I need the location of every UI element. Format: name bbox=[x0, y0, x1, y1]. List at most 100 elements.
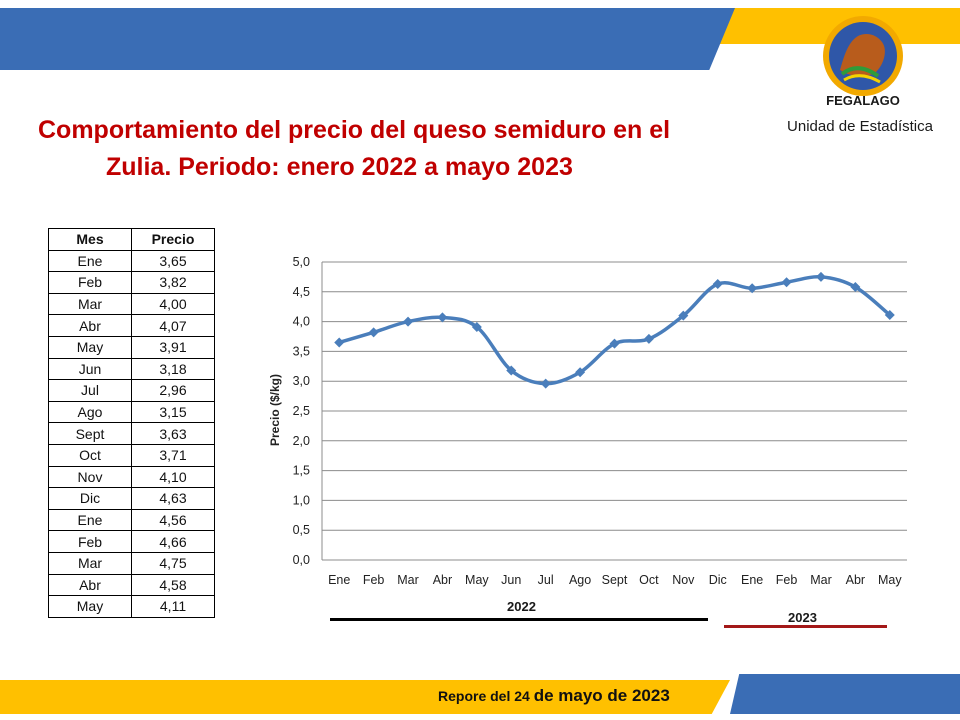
month-cell: Feb bbox=[48, 271, 132, 294]
month-cell: Mar bbox=[48, 292, 132, 316]
x-tick-label: Nov bbox=[672, 573, 695, 587]
table-row: Nov 4,10 bbox=[48, 465, 215, 489]
y-tick-label: 5,0 bbox=[293, 255, 310, 269]
data-point bbox=[712, 279, 723, 290]
price-cell: 4,56 bbox=[131, 508, 215, 532]
x-tick-label: Ene bbox=[328, 573, 350, 587]
data-point bbox=[403, 316, 414, 327]
table-row: Sept 3,63 bbox=[48, 422, 215, 445]
x-tick-label: Dic bbox=[709, 573, 727, 587]
unit-label: Unidad de Estadística bbox=[787, 118, 933, 135]
month-cell: Dic bbox=[48, 487, 132, 510]
price-cell: 3,15 bbox=[131, 400, 215, 424]
org-name: FEGALAGO bbox=[826, 93, 900, 108]
table-row: Feb 4,66 bbox=[48, 530, 215, 553]
price-cell: 3,71 bbox=[131, 443, 215, 467]
y-tick-label: 1,5 bbox=[293, 464, 310, 478]
header-mes: Mes bbox=[48, 228, 132, 251]
month-cell: Jul bbox=[48, 379, 132, 402]
data-point bbox=[884, 310, 895, 321]
footer-blue-band bbox=[730, 674, 960, 714]
y-axis-label: Precio ($/kg) bbox=[268, 374, 282, 446]
x-tick-label: Jun bbox=[501, 573, 521, 587]
price-cell: 4,75 bbox=[131, 551, 215, 575]
table-row: Abr 4,58 bbox=[48, 573, 215, 597]
table-row: Ene 4,56 bbox=[48, 508, 215, 532]
y-tick-label: 2,5 bbox=[293, 404, 310, 418]
price-cell: 4,66 bbox=[131, 530, 215, 553]
table-row: May 4,11 bbox=[48, 595, 215, 618]
data-point bbox=[575, 367, 586, 378]
y-tick-label: 2,0 bbox=[293, 434, 310, 448]
price-cell: 3,91 bbox=[131, 335, 215, 359]
page-title: Comportamiento del precio del queso semi… bbox=[20, 112, 770, 186]
table-row: Dic 4,63 bbox=[48, 487, 215, 510]
data-point bbox=[609, 338, 620, 349]
y-tick-label: 4,5 bbox=[293, 285, 310, 299]
table-row: Oct 3,71 bbox=[48, 443, 215, 467]
table-row: Feb 3,82 bbox=[48, 271, 215, 294]
month-cell: Abr bbox=[48, 314, 132, 337]
month-cell: Abr bbox=[48, 573, 132, 597]
y-tick-label: 0,5 bbox=[293, 523, 310, 537]
report-date-text: de mayo de 2023 bbox=[533, 686, 670, 705]
price-cell: 2,96 bbox=[131, 379, 215, 402]
fegalago-logo bbox=[823, 16, 903, 96]
price-cell: 4,11 bbox=[131, 595, 215, 618]
year-2023-line bbox=[724, 625, 887, 628]
table-row: Jul 2,96 bbox=[48, 379, 215, 402]
month-cell: Jun bbox=[48, 357, 132, 381]
price-cell: 4,00 bbox=[131, 292, 215, 316]
month-cell: Feb bbox=[48, 530, 132, 553]
year-2022-label: 2022 bbox=[507, 599, 536, 614]
x-tick-label: May bbox=[878, 573, 902, 587]
x-tick-label: Feb bbox=[363, 573, 385, 587]
data-point bbox=[506, 365, 517, 376]
data-point bbox=[850, 282, 861, 293]
data-point bbox=[747, 283, 758, 294]
title-line-1: Comportamiento del precio del queso semi… bbox=[38, 116, 671, 144]
price-cell: 3,82 bbox=[131, 271, 215, 294]
x-tick-label: Abr bbox=[846, 573, 865, 587]
table-row: Mar 4,75 bbox=[48, 551, 215, 575]
report-date: Repore del 24 de mayo de 2023 bbox=[438, 686, 670, 706]
price-cell: 4,07 bbox=[131, 314, 215, 337]
title-line-2: Zulia. Periodo: enero 2022 a mayo 2023 bbox=[106, 153, 573, 181]
y-tick-label: 0,0 bbox=[293, 553, 310, 567]
x-tick-label: Mar bbox=[397, 573, 419, 587]
x-tick-label: Sept bbox=[602, 573, 628, 587]
price-cell: 3,18 bbox=[131, 357, 215, 381]
data-point bbox=[540, 378, 551, 389]
data-point bbox=[437, 312, 448, 323]
table-row: Ago 3,15 bbox=[48, 400, 215, 424]
data-point bbox=[334, 337, 345, 348]
table-row: Jun 3,18 bbox=[48, 357, 215, 381]
year-2022-line bbox=[330, 618, 708, 621]
month-cell: Oct bbox=[48, 443, 132, 467]
month-cell: Ene bbox=[48, 508, 132, 532]
y-tick-label: 4,0 bbox=[293, 315, 310, 329]
x-tick-label: Mar bbox=[810, 573, 832, 587]
y-tick-label: 1,0 bbox=[293, 493, 310, 507]
data-point bbox=[678, 310, 689, 321]
footer-yellow-band bbox=[0, 680, 730, 714]
data-point bbox=[815, 271, 826, 282]
price-cell: 4,10 bbox=[131, 465, 215, 489]
x-tick-label: Ene bbox=[741, 573, 763, 587]
month-cell: Sept bbox=[48, 422, 132, 445]
y-tick-label: 3,5 bbox=[293, 344, 310, 358]
month-cell: Ago bbox=[48, 400, 132, 424]
x-tick-label: Abr bbox=[433, 573, 452, 587]
series-line bbox=[338, 275, 891, 386]
x-tick-label: Ago bbox=[569, 573, 591, 587]
table-row: Ene 3,65 bbox=[48, 249, 215, 273]
month-cell: May bbox=[48, 335, 132, 359]
header-blue-band bbox=[0, 8, 735, 70]
x-tick-label: Jul bbox=[538, 573, 554, 587]
price-cell: 3,65 bbox=[131, 249, 215, 273]
data-point bbox=[368, 327, 379, 338]
header-precio: Precio bbox=[131, 228, 215, 251]
x-tick-label: Feb bbox=[776, 573, 798, 587]
price-line-chart: 0,0 0,5 1,0 1,5 2,0 2,5 3,0 3,5 4,0 4,5 5,0 Ene Feb… bbox=[268, 255, 907, 587]
table-row: Abr 4,07 bbox=[48, 314, 215, 337]
